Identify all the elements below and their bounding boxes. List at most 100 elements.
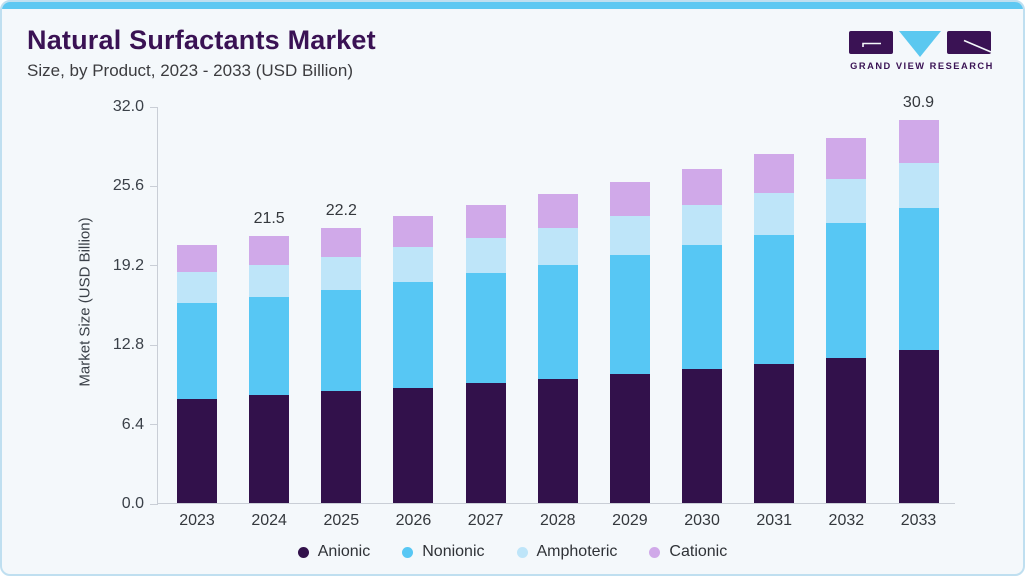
chart-title: Natural Surfactants Market <box>27 25 376 55</box>
bar-segment-anionic-2025 <box>321 391 362 503</box>
x-axis-label-2029: 2029 <box>612 512 648 529</box>
bar-group-2032 <box>826 138 867 503</box>
bar-segment-anionic-2030 <box>682 369 723 503</box>
bar-segment-anionic-2031 <box>754 364 795 503</box>
bar-segment-anionic-2033 <box>898 350 939 503</box>
y-tick-mark <box>150 185 158 187</box>
bar-group-2023 <box>177 244 217 503</box>
y-tick-mark <box>150 424 158 426</box>
y-tick-mark <box>150 503 158 505</box>
bar-segment-nonionic-2028 <box>537 264 578 379</box>
bar-segment-nonionic-2029 <box>609 254 650 374</box>
grand-view-research-logo: GRAND VIEW RESEARCH <box>849 31 994 71</box>
bar-group-2025 <box>321 227 362 503</box>
bar-value-label-2033: 30.9 <box>902 93 935 111</box>
bar-segment-nonionic-2031 <box>754 235 795 365</box>
y-tick-label: 32.0 <box>112 98 144 115</box>
legend-label-amphoteric: Amphoteric <box>536 543 618 560</box>
bar-segment-anionic-2028 <box>537 378 578 503</box>
y-tick-label: 25.6 <box>112 177 144 195</box>
bar-segment-amphoteric-2033 <box>898 163 939 208</box>
legend-item-anionic: Anionic <box>297 543 371 561</box>
bar-group-2028 <box>537 194 578 503</box>
x-axis-label-2033: 2033 <box>900 512 937 529</box>
legend-dot-cationic <box>649 546 661 558</box>
bar-segment-amphoteric-2032 <box>826 179 867 223</box>
y-tick-label: 12.8 <box>112 336 144 354</box>
legend-label-anionic: Anionic <box>317 543 371 560</box>
bar-segment-nonionic-2032 <box>826 222 867 358</box>
bar-segment-cationic-2028 <box>537 194 578 228</box>
bar-segment-amphoteric-2023 <box>177 272 217 304</box>
y-tick-mark <box>150 106 158 108</box>
bar-segment-nonionic-2027 <box>465 273 506 383</box>
bar-segment-anionic-2024 <box>249 395 290 503</box>
bar-segment-amphoteric-2031 <box>754 192 795 236</box>
legend-label-cationic: Cationic <box>669 543 728 560</box>
bar-group-2029 <box>609 181 650 503</box>
x-axis-label-2024: 2024 <box>251 512 287 529</box>
bar-segment-cationic-2030 <box>682 169 723 206</box>
bar-segment-nonionic-2025 <box>321 289 362 392</box>
bar-segment-nonionic-2023 <box>177 303 217 399</box>
bar-segment-nonionic-2024 <box>249 297 290 396</box>
bar-segment-nonionic-2030 <box>682 244 723 369</box>
bar-group-2024 <box>249 236 290 503</box>
bar-segment-anionic-2027 <box>465 382 506 503</box>
y-tick-label: 19.2 <box>112 256 144 274</box>
bar-segment-cationic-2032 <box>826 138 867 180</box>
x-axis-label-2026: 2026 <box>395 512 432 529</box>
x-axis-label-2032: 2032 <box>828 512 865 529</box>
bar-segment-amphoteric-2029 <box>609 216 650 255</box>
chart-header: Natural Surfactants Market Size, by Prod… <box>27 25 376 81</box>
bar-segment-anionic-2023 <box>177 398 217 503</box>
bar-segment-amphoteric-2030 <box>682 205 723 245</box>
legend-label-nonionic: Nonionic <box>422 543 485 560</box>
bar-segment-amphoteric-2026 <box>393 247 434 283</box>
x-axis-label-2027: 2027 <box>467 512 504 529</box>
bar-value-label-2025: 22.2 <box>325 201 357 219</box>
bar-segment-cationic-2025 <box>321 227 362 258</box>
y-axis-title: Market Size (USD Billion) <box>76 217 94 387</box>
bar-group-2033 <box>898 119 939 503</box>
x-axis-label-2025: 2025 <box>323 512 360 529</box>
x-axis-label-2028: 2028 <box>539 512 576 529</box>
y-tick-label: 6.4 <box>121 415 144 433</box>
bar-segment-cationic-2027 <box>465 205 506 238</box>
bar-group-2030 <box>682 169 723 503</box>
bar-segment-cationic-2023 <box>177 244 217 273</box>
bar-segment-cationic-2031 <box>754 154 795 193</box>
plot-area: 0.0 6.4 12.8 19.2 25.6 32.0 2023 21.5 2024 22.2 20… <box>113 94 955 529</box>
legend-dot-nonionic <box>402 546 414 558</box>
bar-segment-cationic-2026 <box>393 216 434 248</box>
bar-group-2026 <box>393 216 434 503</box>
x-axis-label-2023: 2023 <box>179 512 215 529</box>
legend-item-nonionic: Nonionic <box>402 543 485 561</box>
bar-segment-amphoteric-2028 <box>537 227 578 265</box>
legend-item-cationic: Cationic <box>649 543 727 561</box>
bar-segment-amphoteric-2025 <box>321 257 362 290</box>
bar-value-label-2024: 21.5 <box>253 210 285 228</box>
x-axis-label-2031: 2031 <box>756 512 792 529</box>
accent-top-bar <box>2 2 1023 9</box>
legend-item-amphoteric: Amphoteric <box>516 543 618 561</box>
bar-group-2031 <box>754 154 795 503</box>
chart-legend: Anionic Nonionic Amphoteric Cationic <box>2 543 1023 561</box>
chart-subtitle: Size, by Product, 2023 - 2033 (USD Billi… <box>27 60 353 80</box>
gvr-monogram-icon <box>849 31 992 57</box>
bar-group-2027 <box>465 205 506 503</box>
x-axis-label-2030: 2030 <box>684 512 720 529</box>
bar-segment-anionic-2029 <box>609 373 650 503</box>
legend-dot-anionic <box>297 546 309 558</box>
bar-segment-cationic-2024 <box>249 236 290 265</box>
bar-segment-amphoteric-2027 <box>465 237 506 274</box>
bar-segment-cationic-2029 <box>609 181 650 217</box>
logo-wordmark: GRAND VIEW RESEARCH <box>850 61 994 71</box>
bar-segment-cationic-2033 <box>898 119 939 164</box>
bar-segment-anionic-2026 <box>393 387 434 503</box>
bar-segment-nonionic-2033 <box>898 207 939 351</box>
y-tick-mark <box>150 344 158 346</box>
legend-dot-amphoteric <box>516 546 528 558</box>
y-tick-mark <box>150 265 158 267</box>
bar-segment-amphoteric-2024 <box>249 264 290 298</box>
